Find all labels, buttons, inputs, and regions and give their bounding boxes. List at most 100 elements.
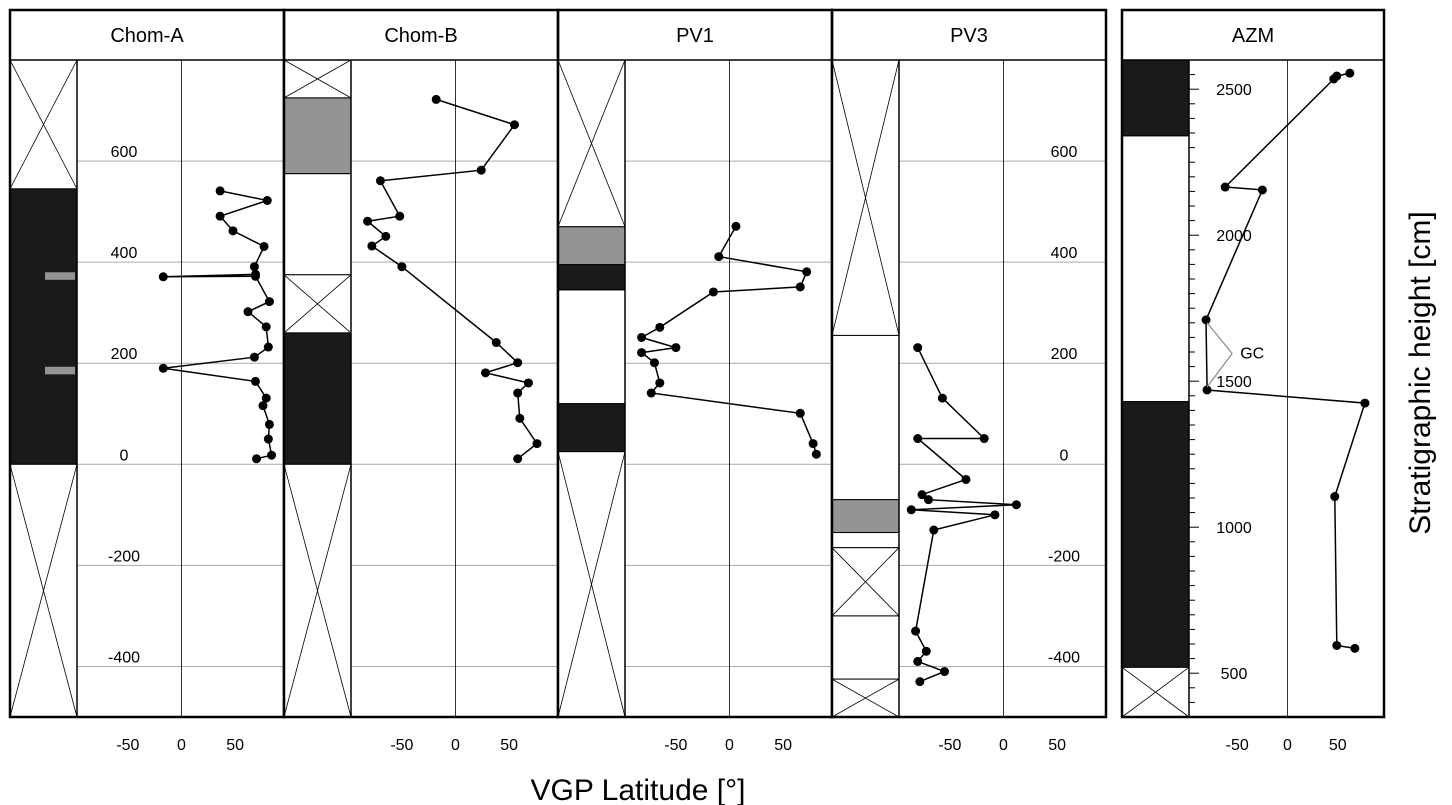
data-point-16 <box>513 454 523 464</box>
y-tick-label: -200 <box>1048 548 1080 565</box>
panel-title: Chom-A <box>110 25 184 47</box>
y-tick-label: 500 <box>1221 666 1248 683</box>
x-tick-label: 0 <box>177 737 186 754</box>
polarity-normal <box>283 332 352 465</box>
y-tick-label: 1000 <box>1216 520 1252 537</box>
data-point-10 <box>929 525 939 535</box>
series-line <box>639 225 818 455</box>
data-point-18 <box>264 419 274 429</box>
data-point-9 <box>990 510 1000 520</box>
data-point-14 <box>515 413 525 423</box>
no-data-cross <box>1121 667 1190 718</box>
polarity-normal-white <box>831 532 900 549</box>
data-point-7 <box>158 272 168 282</box>
no-data-cross <box>557 451 626 718</box>
data-point-4 <box>259 241 269 251</box>
data-point-16 <box>261 393 271 403</box>
series-line <box>163 190 273 460</box>
data-point-15 <box>915 677 925 687</box>
series-line <box>911 347 1017 683</box>
panel-border <box>1120 8 1386 719</box>
data-point-10 <box>655 378 665 388</box>
y-tick-label: -400 <box>1048 649 1080 666</box>
x-tick-label: -50 <box>938 737 961 754</box>
data-point-5 <box>655 322 665 332</box>
data-point-0 <box>913 343 923 353</box>
gc-bracket <box>1206 353 1233 388</box>
polarity-normal-white <box>283 173 352 276</box>
data-point-0 <box>431 94 441 104</box>
data-point-9 <box>649 358 659 368</box>
data-point-4 <box>1257 185 1267 195</box>
data-point-14 <box>940 667 950 677</box>
data-point-9 <box>264 297 274 307</box>
polarity-transitional <box>45 366 75 375</box>
data-point-1 <box>262 195 272 205</box>
y-tick-label: 200 <box>111 346 138 363</box>
data-point-12 <box>795 408 805 418</box>
data-point-13 <box>913 656 923 666</box>
x-tick-label: 50 <box>226 737 244 754</box>
data-point-10 <box>1350 643 1360 653</box>
polarity-transitional <box>45 272 75 280</box>
panel-title: Chom-B <box>384 25 457 47</box>
data-point-20 <box>267 450 277 460</box>
x-tick-label: 0 <box>1283 737 1292 754</box>
data-point-4 <box>395 211 405 221</box>
x-tick-label: 50 <box>774 737 792 754</box>
data-point-8 <box>906 505 916 515</box>
y-tick-label: 200 <box>1051 346 1078 363</box>
panel-title: PV1 <box>676 25 714 47</box>
data-point-2 <box>476 165 486 175</box>
polarity-normal-white <box>557 289 626 405</box>
data-point-3 <box>1220 182 1230 192</box>
x-tick-label: 50 <box>1048 737 1066 754</box>
polarity-normal <box>9 188 78 465</box>
data-point-2 <box>802 267 812 277</box>
y-tick-label: 2500 <box>1216 82 1252 99</box>
data-point-3 <box>228 226 238 236</box>
polarity-normal-white <box>1121 135 1190 403</box>
data-point-15 <box>532 439 542 449</box>
polarity-normal <box>1121 59 1190 137</box>
no-data-cross <box>831 59 900 336</box>
data-point-8 <box>250 271 260 281</box>
data-point-13 <box>808 439 818 449</box>
data-point-1 <box>509 120 519 130</box>
data-point-4 <box>708 287 718 297</box>
polarity-normal-white <box>831 334 900 501</box>
y-tick-label: -400 <box>108 649 140 666</box>
no-data-cross <box>9 464 78 718</box>
panel-title: AZM <box>1232 25 1274 47</box>
data-point-1 <box>937 393 947 403</box>
polarity-transitional <box>831 499 900 534</box>
data-point-2 <box>1329 74 1339 84</box>
x-tick-label: -50 <box>390 737 413 754</box>
x-axis-label: VGP Latitude [°] <box>531 774 746 805</box>
data-point-4 <box>961 474 971 484</box>
data-point-8 <box>637 348 647 358</box>
data-point-5 <box>363 216 373 226</box>
data-point-12 <box>263 342 273 352</box>
data-point-0 <box>215 186 225 196</box>
x-tick-label: 0 <box>451 737 460 754</box>
polarity-transitional <box>283 97 352 175</box>
series-line <box>365 98 539 460</box>
data-point-0 <box>731 221 741 231</box>
data-point-10 <box>243 307 253 317</box>
data-point-5 <box>249 262 259 272</box>
no-data-cross <box>283 59 352 99</box>
gc-bracket <box>1206 322 1233 354</box>
x-tick-label: 50 <box>1329 737 1347 754</box>
y-tick-label: 400 <box>1051 245 1078 262</box>
polarity-normal <box>557 403 626 453</box>
data-point-11 <box>911 626 921 636</box>
data-point-14 <box>158 363 168 373</box>
y-tick-label: 1500 <box>1216 374 1252 391</box>
x-tick-label: 0 <box>725 737 734 754</box>
no-data-cross <box>9 59 78 190</box>
y-tick-label: 0 <box>1060 447 1069 464</box>
polarity-normal <box>1121 401 1190 668</box>
x-tick-label: -50 <box>1226 737 1249 754</box>
